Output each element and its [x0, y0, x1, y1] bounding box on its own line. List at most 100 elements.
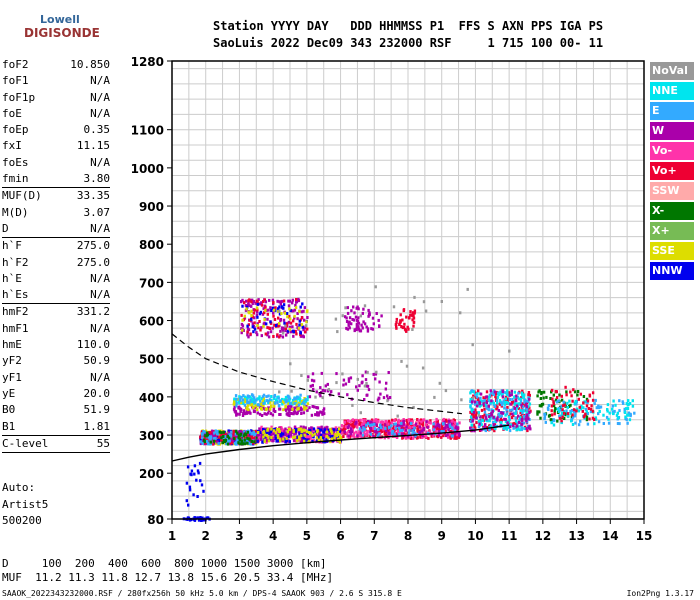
echo-point [625, 418, 628, 422]
echo-point [253, 326, 256, 329]
echo-point [242, 430, 246, 434]
echo-point [252, 431, 255, 435]
echo-point [305, 324, 308, 328]
echo-point [282, 401, 286, 404]
echo-point [288, 327, 292, 331]
echo-point [345, 431, 348, 435]
echo-point [571, 415, 575, 419]
param-label: yF1 [2, 370, 22, 384]
echo-point [330, 437, 334, 441]
echo-point [295, 322, 298, 326]
echo-point [602, 422, 605, 425]
echo-point [528, 397, 531, 401]
echo-point [317, 438, 321, 442]
param-value: N/A [90, 221, 110, 235]
echo-point [626, 403, 630, 407]
echo-point [240, 331, 243, 335]
echo-point [278, 335, 281, 339]
echo-point [373, 427, 377, 431]
echo-point [306, 395, 310, 399]
echo-point [518, 402, 521, 406]
echo-point [411, 420, 414, 424]
legend-item: Vo- [650, 142, 694, 160]
echo-point [449, 436, 452, 440]
ionospheric-parameters: foF2 10.850 foF1 N/A foF1p N/A foE N/A foEp 0.35 f… [2, 57, 110, 454]
echo-point [621, 400, 624, 404]
echo-point [260, 334, 263, 338]
echo-point [271, 298, 275, 302]
echo-point [354, 315, 358, 319]
echo-point [472, 396, 475, 400]
echo-point [585, 397, 589, 401]
param-value: N/A [90, 288, 110, 302]
echo-point [410, 418, 414, 422]
echo-point [501, 390, 504, 393]
param-label: fxI [2, 139, 22, 153]
echo-point [238, 437, 242, 441]
legend-item: Vo+ [650, 162, 694, 180]
echo-point [492, 401, 495, 405]
echo-point [560, 398, 564, 402]
echo-point [347, 377, 351, 381]
echo-point [575, 409, 578, 413]
echo-point [272, 407, 276, 411]
echo-point [254, 430, 257, 434]
echo-point [345, 326, 348, 330]
echo-point [413, 424, 416, 428]
echo-point [517, 391, 520, 395]
muf-row: MUF 11.2 11.3 11.8 12.7 13.8 15.6 20.5 3… [2, 571, 334, 584]
echo-point [262, 397, 265, 401]
echo-point [565, 409, 568, 413]
echo-point [228, 433, 231, 437]
echo-point [265, 412, 268, 416]
echo-point [563, 417, 566, 420]
echo-point [478, 429, 482, 432]
echo-point [258, 320, 261, 323]
echo-point [552, 418, 555, 422]
echo-point [247, 437, 251, 441]
echo-point [337, 427, 341, 431]
echo-point [518, 428, 521, 432]
echo-point [399, 313, 402, 317]
echo-point [590, 407, 593, 411]
echo-point [216, 440, 219, 444]
echo-point [287, 440, 290, 444]
echo-point [284, 440, 287, 444]
echo-point [286, 430, 289, 434]
echo-point [247, 328, 251, 332]
echo-point [249, 398, 252, 402]
echo-point [432, 433, 435, 437]
echo-point [325, 430, 329, 434]
echo-point [551, 397, 554, 401]
echo-point [481, 415, 484, 418]
echo-point [453, 421, 457, 425]
echo-point [216, 430, 219, 433]
echo-point [241, 318, 244, 322]
echo-point [504, 397, 507, 401]
echo-point [590, 404, 593, 408]
echo-point [372, 427, 375, 431]
echo-point [611, 407, 614, 411]
echo-point [223, 435, 227, 439]
echo-point [205, 431, 209, 435]
echo-point [348, 430, 352, 434]
echo-point [353, 424, 356, 428]
echo-point [364, 378, 368, 382]
echo-point [240, 439, 243, 443]
echo-point [420, 431, 423, 435]
echo-point [520, 426, 524, 430]
echo-point [428, 430, 432, 434]
echo-point [330, 390, 333, 394]
echo-point [522, 396, 525, 400]
echo-point [258, 396, 261, 400]
echo-point [377, 419, 380, 423]
echo-point [252, 311, 255, 315]
echo-point [303, 306, 307, 310]
echo-point [227, 429, 230, 433]
echo-point [241, 432, 244, 436]
echo-point [433, 395, 436, 399]
echo-point [259, 437, 263, 441]
echo-point [499, 421, 502, 425]
echo-point [271, 306, 275, 310]
echo-point [474, 426, 477, 430]
